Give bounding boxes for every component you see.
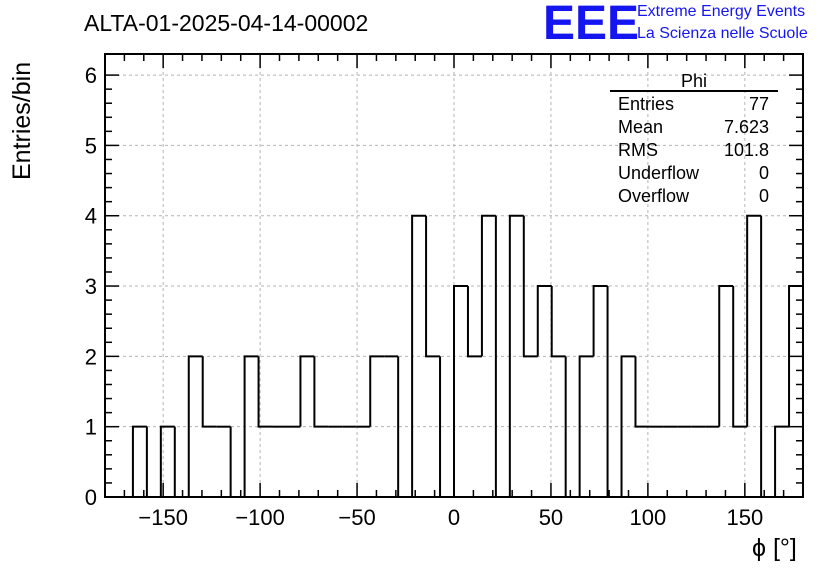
stats-value-mean: 7.623: [724, 117, 769, 137]
stats-label-entries: Entries: [618, 94, 674, 114]
x-tick-label: 150: [726, 505, 763, 530]
histogram-bin: [732, 286, 748, 428]
histogram-bin: [718, 285, 734, 427]
chart-title: ALTA-01-2025-04-14-00002: [84, 10, 369, 36]
histogram-bin: [229, 426, 245, 498]
eee-logo-mark: EEE: [543, 0, 640, 50]
histogram-bin: [243, 355, 259, 497]
histogram-bin: [480, 214, 496, 357]
x-tick-label: 0: [448, 505, 460, 530]
histogram-bin: [606, 286, 622, 498]
y-tick-label: 1: [85, 415, 97, 440]
stats-label-mean: Mean: [618, 117, 663, 137]
y-axis-label: Entries/bin: [8, 61, 36, 180]
logo-text-line2: La Scienza nelle Scuole: [637, 25, 808, 42]
stats-value-entries: 77: [749, 94, 769, 114]
stats-value-rms: 101.8: [724, 140, 769, 160]
histogram-bin: [313, 356, 329, 428]
histogram-bin: [788, 285, 804, 497]
histogram-bin: [299, 355, 315, 427]
x-tick-label: −100: [235, 505, 285, 530]
y-tick-label: 3: [85, 274, 97, 299]
x-tick-label: 100: [630, 505, 667, 530]
histogram-bin: [550, 286, 566, 358]
histogram-bin: [369, 355, 385, 427]
x-tick-label: −50: [338, 505, 375, 530]
stats-value-underflow: 0: [759, 163, 769, 183]
histogram-bin: [159, 425, 175, 497]
histogram-bin: [536, 285, 552, 357]
histogram-bin: [145, 426, 161, 498]
x-axis-label: ϕ [°]: [752, 534, 797, 562]
histogram-bin: [453, 285, 468, 497]
histogram-bin: [201, 356, 217, 428]
y-tick-label: 0: [85, 485, 97, 510]
histogram-bin: [508, 214, 524, 497]
stats-value-overflow: 0: [759, 186, 769, 206]
stats-label-rms: RMS: [618, 140, 658, 160]
y-tick-label: 6: [85, 63, 97, 88]
histogram-bin: [425, 215, 441, 358]
histogram-bin: [522, 215, 538, 358]
stats-box-title: Phi: [681, 71, 707, 91]
histogram-bin: [411, 214, 427, 497]
histogram-bin: [173, 426, 189, 498]
histogram-bin: [620, 355, 636, 497]
stats-label-underflow: Underflow: [618, 163, 700, 183]
x-tick-label: −150: [138, 505, 188, 530]
histogram-bin: [592, 285, 608, 357]
stats-label-overflow: Overflow: [618, 186, 690, 206]
histogram-bin: [634, 356, 650, 428]
histogram-bin: [131, 425, 147, 497]
x-tick-label: 50: [539, 505, 563, 530]
histogram-bin: [578, 355, 594, 497]
y-tick-label: 4: [85, 204, 97, 229]
histogram-bin: [257, 356, 273, 428]
histogram-bin: [187, 355, 203, 497]
y-tick-label: 5: [85, 133, 97, 158]
histogram-bin: [466, 286, 482, 358]
y-tick-label: 2: [85, 344, 97, 369]
logo-text-line1: Extreme Energy Events: [637, 3, 806, 20]
histogram-bin: [774, 425, 790, 497]
histogram-bin: [746, 214, 762, 427]
